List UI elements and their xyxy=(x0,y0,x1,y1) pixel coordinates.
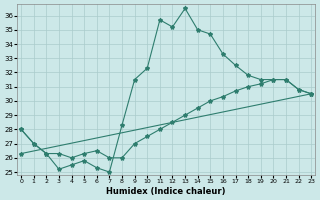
X-axis label: Humidex (Indice chaleur): Humidex (Indice chaleur) xyxy=(107,187,226,196)
